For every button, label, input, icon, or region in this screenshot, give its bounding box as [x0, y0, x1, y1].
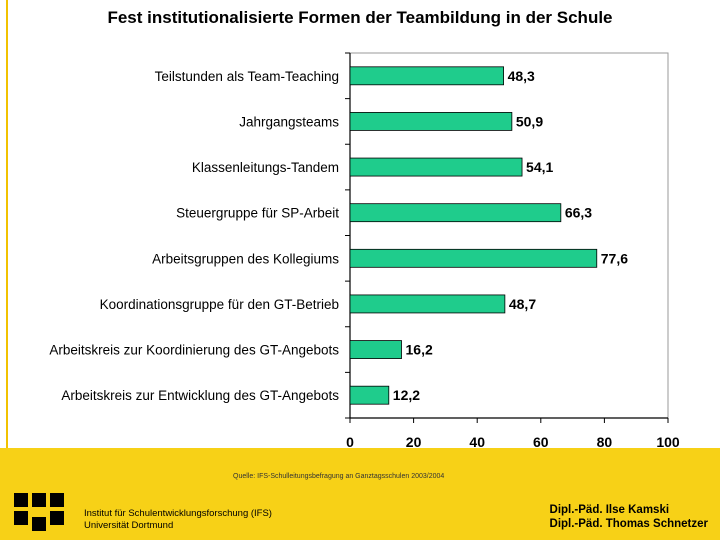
value-label: 54,1 [526, 159, 553, 175]
value-label: 48,7 [509, 296, 536, 312]
bar [349, 248, 598, 268]
ifs-logo-icon [14, 489, 64, 534]
plot-area [349, 52, 669, 419]
category-label: Arbeitsgruppen des Kollegiums [152, 251, 339, 266]
bar [349, 294, 506, 314]
x-tick-label: 100 [656, 434, 680, 450]
x-tick-label: 0 [346, 434, 354, 450]
value-label: 12,2 [393, 387, 420, 403]
x-tick-label: 80 [597, 434, 613, 450]
category-label: Arbeitskreis zur Entwicklung des GT-Ange… [61, 388, 339, 403]
value-label: 48,3 [508, 68, 535, 84]
author-2: Dipl.-Päd. Thomas Schnetzer [549, 518, 708, 530]
category-label: Jahrgangsteams [239, 114, 339, 129]
authors: Dipl.-Päd. Ilse Kamski Dipl.-Päd. Thomas… [550, 503, 708, 531]
value-label: 16,2 [406, 342, 433, 358]
value-label: 50,9 [516, 113, 543, 129]
category-label: Koordinationsgruppe für den GT-Betrieb [100, 297, 339, 312]
bar-chart: 0 20 40 60 80 100 Teilstunden als Team-Teachin… [49, 52, 680, 450]
bar [349, 66, 504, 86]
institute-line-2: Universität Dortmund [84, 520, 174, 531]
author-1: Dipl.-Päd. Ilse Kamski [549, 504, 670, 516]
bar [349, 385, 390, 405]
bar [349, 203, 562, 223]
institute-line-1: Institut für Schulentwicklungsforschung … [84, 508, 272, 519]
bar [349, 340, 402, 359]
value-label: 77,6 [601, 250, 628, 266]
x-tick-label: 60 [533, 434, 549, 450]
x-tick-label: 40 [469, 434, 485, 450]
value-label: 66,3 [565, 205, 592, 221]
x-tick-label: 20 [406, 434, 422, 450]
institute-name: Institut für Schulentwicklungsforschung … [84, 508, 272, 532]
slide-title: Fest institutionalisierte Formen der Tea… [107, 8, 613, 27]
bar [349, 157, 523, 177]
category-label: Steuergruppe für SP-Arbeit [176, 206, 339, 221]
category-label: Teilstunden als Team-Teaching [155, 69, 339, 84]
category-label: Klassenleitungs-Tandem [192, 160, 339, 175]
category-label: Arbeitskreis zur Koordinierung des GT-An… [49, 343, 339, 358]
footer-band [0, 448, 720, 540]
source-note: Quelle: IFS-Schulleitungsbefragung an Ga… [233, 473, 445, 480]
left-accent-rule [6, 0, 8, 448]
bar [349, 112, 513, 131]
